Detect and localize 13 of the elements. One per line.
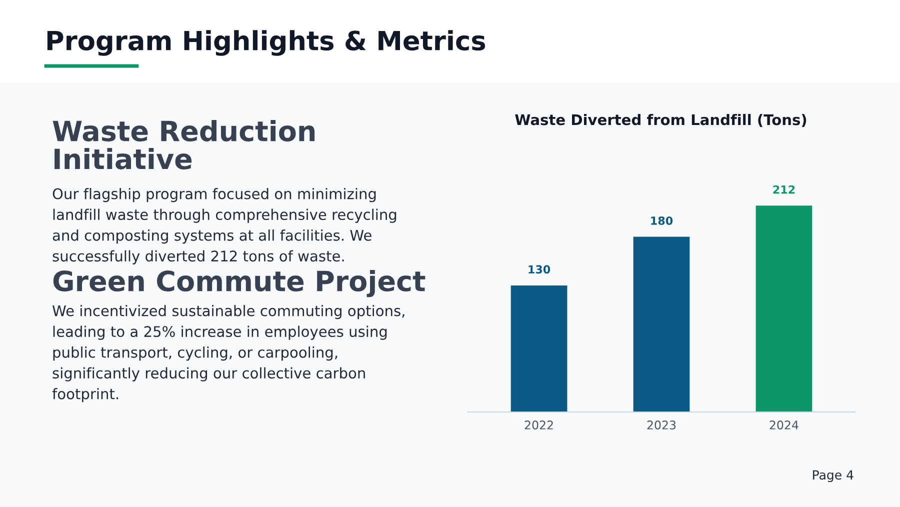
x-tick-label: 2024	[770, 420, 798, 430]
text: Program Highlights & Metrics	[47, 30, 486, 56]
text: Page 4	[813, 470, 854, 482]
text: Waste Reduction Initiative	[52, 120, 315, 170]
data-label: 130	[528, 265, 550, 274]
x-tick-label: 2022	[524, 420, 553, 430]
text: Our flagship program focused on minimizing landfill waste through comprehensive recycling and composting systems at all facilities. We successfully diverted 212 tons of waste.	[52, 188, 396, 264]
text: Green Commute Project	[53, 270, 426, 298]
x-tick-label: 2023	[647, 420, 676, 430]
data-label: 212	[773, 185, 795, 194]
chart-title: Waste Diverted from Landfill (Tons)	[515, 114, 806, 127]
data-label: 180	[651, 216, 673, 225]
text: We incentivized sustainable commuting options, leading to a 25% increase in employees using public transport, cycling, or carpooling, significantly reducing our collective carbon footprint.	[52, 305, 404, 402]
